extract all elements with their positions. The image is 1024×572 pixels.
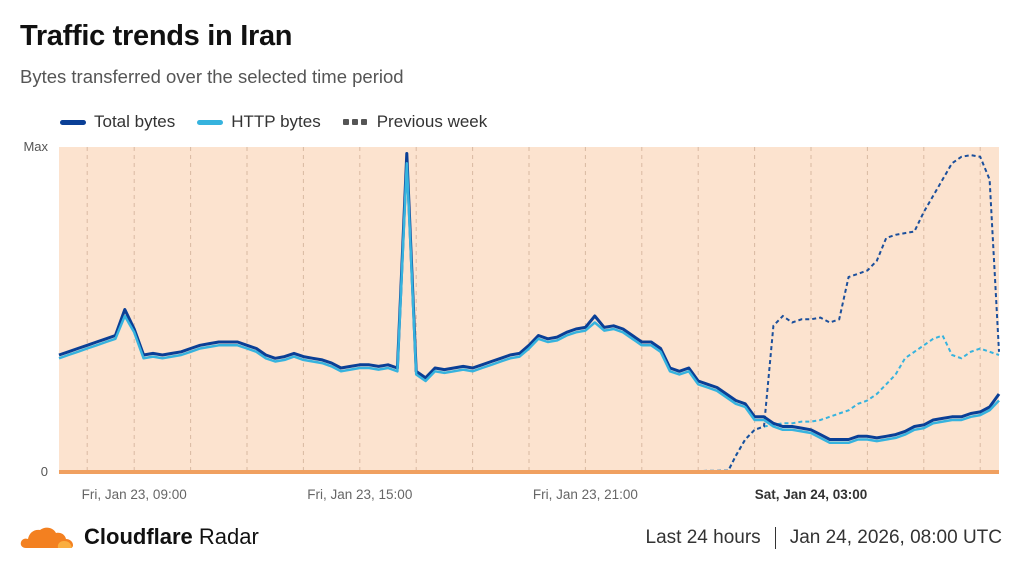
brand-name-rest: Radar [192, 524, 259, 549]
x-tick-label: Sat, Jan 24, 03:00 [755, 487, 868, 502]
legend-label-previous: Previous week [376, 112, 488, 131]
series-total-bytes [58, 152, 1001, 441]
y-axis-label-zero: 0 [41, 464, 48, 479]
x-tick-label: Fri, Jan 23, 21:00 [533, 487, 638, 502]
timestamp-label: Jan 24, 2026, 08:00 UTC [789, 527, 1002, 548]
legend-item-previous[interactable]: Previous week [342, 112, 488, 132]
x-tick-label: Fri, Jan 23, 15:00 [307, 487, 412, 502]
chart-legend: Total bytes HTTP bytes Previous week [60, 112, 487, 132]
series-http-bytes [58, 162, 1000, 445]
page-title: Traffic trends in Iran [20, 20, 293, 52]
traffic-chart[interactable]: Max 0 Fri, Jan 23, 09:00 Fri, Jan 23, 15:00… [0, 135, 1024, 515]
footer-meta: Last 24 hours Jan 24, 2026, 08:00 UTC [646, 527, 1002, 549]
footer-divider [774, 527, 776, 549]
cloud-logo-icon [20, 527, 73, 548]
footer-brand[interactable]: Cloudflare Radar [20, 524, 259, 550]
legend-swatch-previous [342, 119, 369, 125]
legend-item-http[interactable]: HTTP bytes [197, 112, 321, 132]
y-axis-label-max: Max [23, 139, 48, 154]
legend-label-http: HTTP bytes [231, 112, 321, 131]
page-subtitle: Bytes transferred over the selected time… [20, 66, 404, 87]
brand-name-bold: Cloudflare [84, 524, 193, 549]
legend-swatch-http [197, 119, 224, 125]
legend-swatch-total [60, 119, 86, 125]
legend-item-total[interactable]: Total bytes [60, 112, 175, 132]
time-range-label: Last 24 hours [645, 527, 761, 548]
legend-label-total: Total bytes [94, 112, 176, 131]
x-tick-label: Fri, Jan 23, 09:00 [82, 487, 187, 502]
